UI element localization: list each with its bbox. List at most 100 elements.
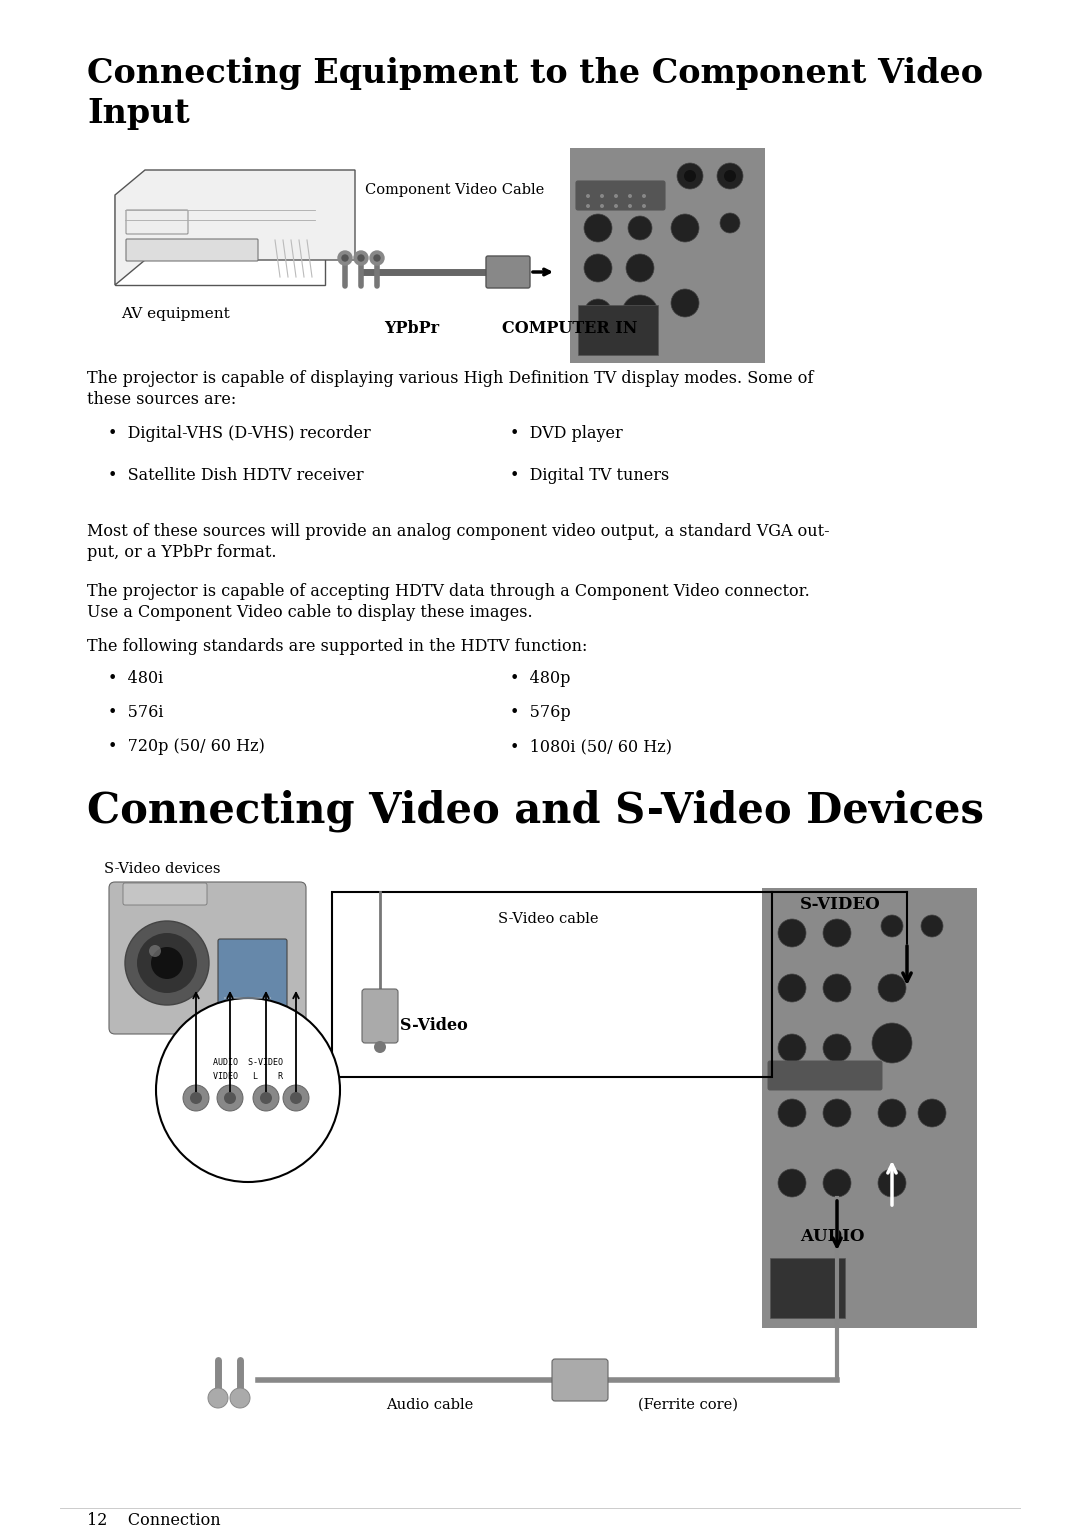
Text: (Ferrite core): (Ferrite core)	[638, 1398, 738, 1411]
Circle shape	[600, 194, 604, 197]
FancyBboxPatch shape	[486, 255, 530, 287]
Circle shape	[374, 1041, 386, 1053]
Text: •  720p (50/ 60 Hz): • 720p (50/ 60 Hz)	[108, 739, 265, 755]
Circle shape	[677, 164, 703, 190]
Circle shape	[224, 1092, 237, 1104]
Text: •  576p: • 576p	[510, 703, 570, 722]
FancyBboxPatch shape	[362, 989, 399, 1043]
Circle shape	[878, 974, 906, 1001]
Text: S-Video devices: S-Video devices	[104, 862, 220, 876]
Circle shape	[584, 254, 612, 281]
Circle shape	[724, 170, 735, 182]
Circle shape	[338, 251, 352, 265]
Text: •  Digital TV tuners: • Digital TV tuners	[510, 466, 670, 485]
Circle shape	[642, 194, 646, 197]
Circle shape	[354, 251, 368, 265]
Circle shape	[374, 255, 380, 261]
Circle shape	[125, 920, 210, 1005]
Circle shape	[615, 203, 618, 208]
Circle shape	[291, 1092, 302, 1104]
Circle shape	[615, 194, 618, 197]
Circle shape	[627, 194, 632, 197]
FancyBboxPatch shape	[109, 882, 306, 1034]
Circle shape	[717, 164, 743, 190]
Bar	[332, 891, 772, 1076]
FancyBboxPatch shape	[768, 1061, 882, 1090]
Circle shape	[627, 203, 632, 208]
Text: The projector is capable of displaying various High Definition TV display modes.: The projector is capable of displaying v…	[87, 370, 813, 387]
Text: AUDIO: AUDIO	[800, 1228, 864, 1245]
Text: •  480p: • 480p	[510, 670, 570, 687]
Text: YPbPr: YPbPr	[384, 320, 440, 336]
Circle shape	[208, 1388, 228, 1408]
Circle shape	[586, 194, 590, 197]
Text: S-VIDEO: S-VIDEO	[800, 896, 881, 913]
Text: Audio cable: Audio cable	[387, 1398, 474, 1411]
Text: Connecting Equipment to the Component Video: Connecting Equipment to the Component Vi…	[87, 57, 983, 90]
Bar	[578, 304, 658, 355]
Circle shape	[720, 213, 740, 232]
Circle shape	[778, 1099, 806, 1127]
Text: •  Satellite Dish HDTV receiver: • Satellite Dish HDTV receiver	[108, 466, 364, 485]
Circle shape	[671, 214, 699, 242]
Text: COMPUTER IN: COMPUTER IN	[502, 320, 637, 336]
Circle shape	[778, 919, 806, 946]
FancyBboxPatch shape	[218, 939, 287, 1015]
Circle shape	[156, 998, 340, 1182]
Text: •  DVD player: • DVD player	[510, 425, 623, 442]
Circle shape	[823, 1099, 851, 1127]
Circle shape	[671, 289, 699, 317]
Circle shape	[918, 1099, 946, 1127]
Text: •  576i: • 576i	[108, 703, 163, 722]
Circle shape	[684, 170, 696, 182]
Text: Most of these sources will provide an analog component video output, a standard : Most of these sources will provide an an…	[87, 523, 829, 540]
Circle shape	[778, 1034, 806, 1063]
Circle shape	[626, 254, 654, 281]
Circle shape	[586, 203, 590, 208]
FancyBboxPatch shape	[123, 884, 207, 905]
Text: S-Video: S-Video	[400, 1017, 468, 1034]
Circle shape	[778, 974, 806, 1001]
Bar	[770, 1258, 845, 1318]
Circle shape	[778, 1170, 806, 1197]
Polygon shape	[114, 196, 325, 284]
Text: VIDEO   L    R: VIDEO L R	[213, 1072, 283, 1081]
Text: AUDIO  S-VIDEO: AUDIO S-VIDEO	[213, 1058, 283, 1067]
FancyBboxPatch shape	[126, 209, 188, 234]
Circle shape	[584, 214, 612, 242]
Circle shape	[149, 945, 161, 957]
Circle shape	[370, 251, 384, 265]
Text: 12    Connection: 12 Connection	[87, 1512, 220, 1529]
Text: Input: Input	[87, 96, 190, 130]
Circle shape	[260, 1092, 272, 1104]
Polygon shape	[114, 170, 355, 284]
Circle shape	[584, 300, 612, 327]
Circle shape	[881, 914, 903, 937]
Circle shape	[872, 1023, 912, 1063]
Circle shape	[878, 1170, 906, 1197]
Text: Use a Component Video cable to display these images.: Use a Component Video cable to display t…	[87, 604, 532, 621]
Text: put, or a YPbPr format.: put, or a YPbPr format.	[87, 544, 276, 561]
Circle shape	[190, 1092, 202, 1104]
Circle shape	[823, 974, 851, 1001]
Text: •  Digital-VHS (D-VHS) recorder: • Digital-VHS (D-VHS) recorder	[108, 425, 370, 442]
Circle shape	[253, 1086, 279, 1112]
Circle shape	[921, 914, 943, 937]
Circle shape	[622, 295, 658, 330]
FancyBboxPatch shape	[126, 239, 258, 261]
Circle shape	[600, 203, 604, 208]
Circle shape	[283, 1086, 309, 1112]
Bar	[762, 888, 977, 1329]
Circle shape	[627, 216, 652, 240]
Text: Component Video Cable: Component Video Cable	[365, 183, 544, 197]
Circle shape	[183, 1086, 210, 1112]
Circle shape	[823, 1034, 851, 1063]
Text: Connecting Video and S-Video Devices: Connecting Video and S-Video Devices	[87, 790, 984, 832]
Text: •  1080i (50/ 60 Hz): • 1080i (50/ 60 Hz)	[510, 739, 672, 755]
Circle shape	[151, 946, 183, 979]
Circle shape	[823, 1170, 851, 1197]
Circle shape	[823, 919, 851, 946]
Circle shape	[217, 1086, 243, 1112]
Text: The projector is capable of accepting HDTV data through a Component Video connec: The projector is capable of accepting HD…	[87, 583, 810, 599]
Text: these sources are:: these sources are:	[87, 391, 237, 408]
